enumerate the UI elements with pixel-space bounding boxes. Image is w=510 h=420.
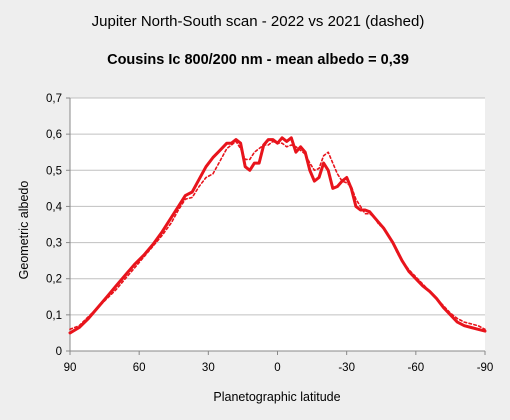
x-tick-label: -60 — [408, 362, 425, 374]
x-tick-label: 90 — [64, 362, 77, 374]
y-tick-label: 0,4 — [46, 201, 63, 213]
grid-lines — [70, 97, 485, 316]
x-tick-labels: 90 60 30 0 -30 -60 -90 — [64, 362, 494, 374]
y-tick-label: 0,5 — [46, 165, 62, 177]
series-group — [68, 136, 487, 335]
y-axis-label: Geometric albedo — [17, 181, 31, 280]
y-tick-labels: 0 0,1 0,2 0,3 0,4 0,5 0,6 0,7 — [46, 93, 63, 358]
series-2022-solid-line — [68, 136, 487, 335]
x-tick-label: -30 — [338, 362, 355, 374]
x-tick-label: 0 — [274, 362, 280, 374]
y-tick-label: 0,7 — [46, 93, 62, 105]
chart-subtitle: Cousins Ic 800/200 nm - mean albedo = 0,… — [107, 52, 409, 68]
x-tick-label: 30 — [202, 362, 215, 374]
axes — [66, 97, 486, 355]
x-axis-label: Planetographic latitude — [213, 390, 340, 404]
chart-title: Jupiter North-South scan - 2022 vs 2021 … — [92, 13, 425, 30]
y-tick-label: 0 — [56, 346, 62, 358]
x-tick-label: 60 — [133, 362, 146, 374]
y-tick-label: 0,3 — [46, 238, 62, 250]
y-tick-label: 0,6 — [46, 129, 62, 141]
plot-area — [70, 98, 485, 351]
y-tick-label: 0,2 — [46, 274, 62, 286]
x-tick-label: -90 — [477, 362, 494, 374]
y-tick-label: 0,1 — [46, 310, 62, 322]
